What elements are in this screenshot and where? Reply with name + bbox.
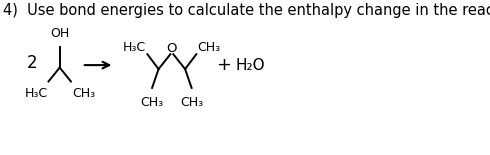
Text: CH₃: CH₃ — [180, 96, 203, 109]
Text: CH₃: CH₃ — [197, 41, 220, 54]
Text: 4)  Use bond energies to calculate the enthalpy change in the reaction below.: 4) Use bond energies to calculate the en… — [3, 3, 490, 18]
Text: CH₃: CH₃ — [72, 87, 95, 100]
Text: CH₃: CH₃ — [141, 96, 164, 109]
Text: +: + — [216, 56, 231, 74]
Text: H₂O: H₂O — [235, 58, 265, 73]
Text: 2: 2 — [26, 54, 37, 72]
Text: O: O — [167, 42, 177, 55]
Text: H₃C: H₃C — [123, 41, 146, 54]
Text: H₃C: H₃C — [24, 87, 48, 100]
Text: OH: OH — [50, 27, 69, 40]
